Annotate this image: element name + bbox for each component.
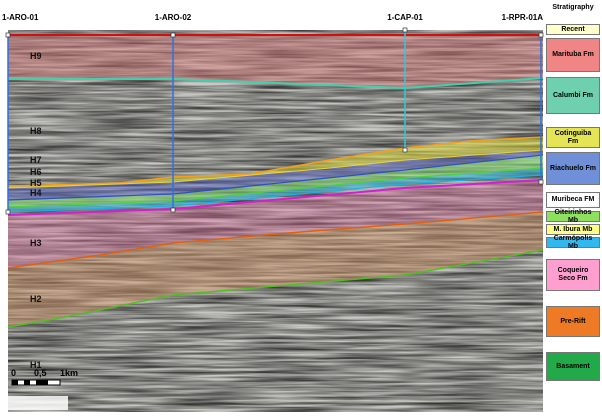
well-marker [5, 32, 11, 38]
legend-unit: Calumbi Fm [546, 77, 600, 114]
legend-unit: Marituba Fm [546, 38, 600, 72]
well-marker [402, 27, 408, 33]
layer-fill [8, 155, 543, 207]
horizon-line [7, 149, 544, 189]
horizon-lines [7, 34, 544, 328]
horizon-line [7, 167, 544, 208]
legend-title: Stratigraphy [552, 4, 594, 11]
well-label: 1-RPR-01A [502, 13, 544, 22]
horizon-label: H2 [30, 294, 42, 304]
legend-unit: Carmópolis Mb [546, 235, 600, 250]
horizon-line [7, 179, 544, 216]
horizon-label: H1 [30, 360, 42, 370]
well-marker [538, 32, 544, 38]
legend-unit: Recent [546, 24, 600, 35]
seismic-texture [8, 30, 543, 412]
well-marker [170, 207, 176, 213]
horizon-label: H5 [30, 178, 42, 188]
seismic-section: 1-ARO-01 1-ARO-02 1-CAP-01 1-RPR-01A H9 … [2, 13, 544, 412]
scale-backdrop [8, 396, 68, 410]
horizon-line [7, 136, 544, 187]
well-label: 1-ARO-01 [2, 13, 39, 22]
horizon-line [7, 211, 544, 269]
layer-fill [8, 150, 543, 200]
legend-unit: Pre-Rift [546, 306, 600, 337]
layer-fill [8, 180, 543, 268]
layer-fill [8, 35, 543, 88]
scale-bar [11, 379, 61, 386]
horizon-line [7, 174, 544, 213]
well-marker [538, 179, 544, 185]
horizon-line [8, 77, 544, 90]
legend-unit: Basament [546, 352, 600, 381]
scale-label: 0,5 [34, 368, 47, 378]
legend-unit: Cotinguiba Fm [546, 127, 600, 148]
scale-label: 0 [11, 368, 16, 378]
horizon-label: H7 [30, 155, 42, 165]
well-marker [5, 209, 11, 215]
horizon-line [7, 249, 544, 328]
well-marker [170, 32, 176, 38]
layer-fills [8, 35, 543, 327]
well-marker [402, 147, 408, 153]
wells [5, 27, 544, 215]
legend-unit: Oiteirinhos Mb [546, 209, 600, 224]
horizon-label: H3 [30, 238, 42, 248]
layer-fill [8, 137, 543, 188]
scale-label: 1km [60, 368, 78, 378]
horizon-label: H6 [30, 167, 42, 177]
legend-unit: Muribeca FM [546, 192, 600, 208]
horizon-label: H9 [30, 51, 42, 61]
horizon-label: H8 [30, 126, 42, 136]
legend-unit: Riachuelo Fm [546, 152, 600, 185]
legend-unit: Coqueiro Seco Fm [546, 259, 600, 291]
well-label: 1-ARO-02 [155, 13, 192, 22]
stratigraphy-legend: Stratigraphy Recent Marituba Fm Calumbi Fm… [545, 0, 601, 417]
horizon-label: H4 [30, 188, 42, 198]
well-label: 1-CAP-01 [387, 13, 423, 22]
legend-unit: M. Ibura Mb [546, 224, 600, 235]
layer-fill [8, 212, 543, 327]
horizon-line [7, 154, 544, 201]
layer-fill [8, 168, 543, 212]
